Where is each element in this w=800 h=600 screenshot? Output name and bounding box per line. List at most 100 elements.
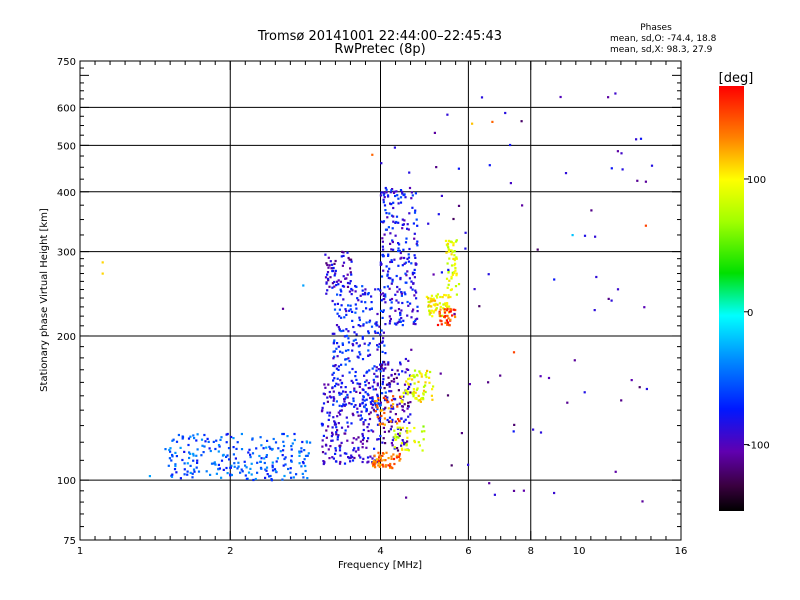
data-point — [331, 426, 334, 429]
data-point — [376, 375, 379, 378]
data-point — [416, 224, 419, 227]
data-point — [369, 411, 372, 414]
data-point — [401, 324, 404, 327]
data-point — [351, 349, 354, 352]
data-point — [415, 397, 418, 400]
data-point — [333, 308, 337, 311]
data-point — [432, 385, 435, 388]
data-point — [393, 258, 396, 261]
data-point — [367, 387, 370, 390]
data-point — [367, 349, 370, 352]
data-point — [222, 453, 225, 456]
data-point — [252, 478, 255, 482]
data-point — [387, 253, 390, 256]
data-point — [368, 308, 371, 311]
data-point — [384, 209, 387, 212]
data-point — [424, 384, 427, 387]
data-point — [344, 349, 348, 352]
data-point — [332, 399, 335, 402]
data-point — [607, 297, 610, 300]
data-point — [408, 377, 411, 380]
data-point — [385, 191, 388, 194]
data-point — [332, 364, 335, 367]
data-point — [445, 309, 449, 312]
data-point — [347, 456, 350, 459]
data-point — [449, 240, 452, 243]
data-point — [212, 440, 215, 443]
data-point — [408, 421, 411, 424]
data-point — [449, 295, 452, 299]
data-point — [417, 380, 420, 383]
data-point — [335, 284, 338, 287]
data-point — [371, 457, 374, 460]
data-point — [334, 423, 337, 426]
data-point — [260, 457, 263, 460]
data-point — [328, 457, 331, 460]
data-point — [384, 465, 387, 468]
data-point — [407, 415, 410, 418]
data-point — [406, 382, 410, 385]
y-tick-label-200: 200 — [57, 332, 76, 343]
data-point — [306, 477, 309, 480]
data-point — [179, 446, 182, 449]
data-point — [337, 279, 340, 282]
data-point — [398, 454, 401, 457]
data-point — [355, 390, 358, 393]
data-point — [362, 310, 365, 313]
data-point — [448, 305, 451, 308]
data-point — [387, 361, 390, 364]
data-point — [389, 465, 392, 468]
data-point — [232, 446, 235, 449]
x-tick-labels: 1 2 4 6 8 10 16 — [77, 546, 688, 557]
data-point — [394, 221, 397, 224]
data-point — [195, 439, 198, 442]
data-point — [266, 439, 269, 442]
data-point — [187, 437, 191, 440]
data-point — [352, 325, 355, 329]
data-point — [379, 386, 382, 389]
data-point — [467, 463, 470, 466]
data-point — [364, 291, 367, 294]
data-point — [386, 285, 389, 288]
data-point — [248, 448, 251, 451]
data-point — [478, 305, 481, 308]
data-point — [350, 422, 353, 425]
data-point — [326, 277, 330, 280]
data-point — [452, 308, 455, 311]
data-point — [327, 279, 330, 282]
data-point — [380, 275, 384, 278]
data-point — [407, 253, 410, 256]
data-point — [409, 430, 412, 433]
data-point — [439, 308, 442, 311]
data-point — [206, 437, 209, 440]
data-point — [415, 242, 418, 245]
data-point — [398, 452, 401, 456]
data-point — [400, 395, 403, 398]
data-point — [271, 464, 274, 467]
data-point — [427, 304, 430, 307]
data-point — [415, 297, 418, 300]
data-point — [384, 352, 387, 355]
data-point — [392, 397, 395, 401]
data-point — [338, 449, 342, 452]
data-point — [394, 234, 397, 237]
data-point — [328, 414, 331, 417]
data-point — [226, 432, 229, 436]
data-point — [379, 370, 382, 373]
data-point — [349, 271, 352, 274]
data-point — [331, 386, 334, 389]
data-point — [420, 375, 423, 378]
stats-x-line: mean, sd,X: 98.3, 27.9 — [610, 45, 713, 55]
data-point — [389, 298, 392, 301]
data-point — [229, 474, 232, 477]
data-point — [407, 377, 410, 381]
data-point — [356, 297, 359, 300]
data-point — [303, 449, 306, 452]
data-point — [414, 209, 417, 212]
data-point — [350, 273, 353, 276]
x-tick-label-2: 2 — [227, 546, 233, 557]
data-point — [355, 333, 358, 336]
data-point — [281, 307, 285, 310]
data-point — [403, 443, 406, 446]
data-point — [359, 440, 362, 443]
